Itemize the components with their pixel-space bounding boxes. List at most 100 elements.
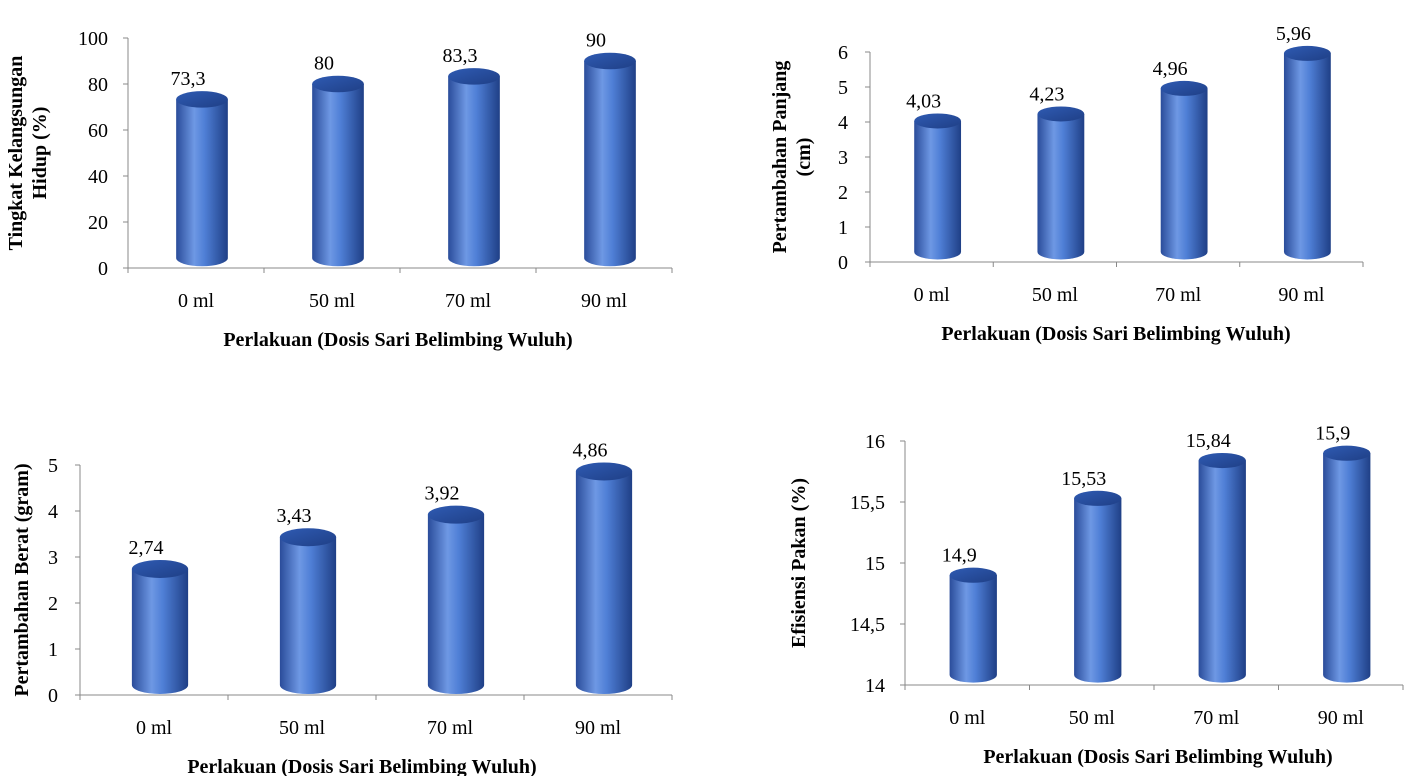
bar-body: [1037, 114, 1084, 260]
data-label: 5,96: [1276, 23, 1311, 45]
bar-body: [1074, 498, 1121, 682]
y-tick-label: 15: [865, 553, 885, 575]
bar-0-ml: [950, 568, 997, 683]
y-tick-label: 1: [48, 639, 58, 661]
x-tick-label: 90 ml: [1318, 707, 1365, 729]
bar-top: [1199, 453, 1246, 468]
data-label: 4,23: [1029, 83, 1064, 105]
x-tick-label: 70 ml: [445, 290, 492, 312]
x-tick-label: 70 ml: [1193, 707, 1240, 729]
x-tick-label: 50 ml: [1069, 707, 1116, 729]
bar-body: [584, 61, 636, 266]
y-tick-label: 0: [838, 252, 848, 274]
x-axis-title: Perlakuan (Dosis Sari Belimbing Wuluh): [983, 746, 1332, 768]
bar-0-ml: [132, 560, 188, 694]
x-tick-label: 50 ml: [1032, 284, 1079, 306]
bar-top: [950, 568, 997, 583]
y-tick-label: 14,5: [850, 614, 885, 636]
y-tick-label: 20: [88, 212, 108, 234]
bar-top: [584, 53, 636, 70]
y-tick-label: 1: [838, 217, 848, 239]
bar-top: [1074, 491, 1121, 506]
bar-90-ml: [1284, 46, 1331, 260]
y-axis-title: (cm): [793, 138, 815, 177]
x-tick-label: 0 ml: [914, 284, 951, 306]
bar-body: [448, 76, 500, 266]
y-axis-title: Hidup (%): [29, 107, 51, 200]
bar-top: [1284, 46, 1331, 61]
bar-70-ml: [428, 506, 484, 694]
y-tick-label: 4: [48, 501, 58, 523]
x-axis-title: Perlakuan (Dosis Sari Belimbing Wuluh): [223, 329, 572, 351]
bar-top: [176, 91, 228, 108]
y-tick-label: 15,5: [850, 492, 885, 514]
bar-body: [176, 99, 228, 266]
x-tick-label: 90 ml: [581, 290, 628, 312]
bar-0-ml: [914, 113, 961, 259]
x-tick-label: 0 ml: [178, 290, 215, 312]
bar-body: [1161, 88, 1208, 259]
bar-body: [280, 537, 336, 694]
data-label: 3,92: [425, 483, 460, 505]
bar-top: [132, 560, 188, 578]
data-label: 80: [314, 53, 334, 75]
bar-body: [1199, 461, 1246, 683]
y-tick-label: 100: [78, 28, 108, 50]
x-tick-label: 0 ml: [136, 717, 173, 739]
bar-0-ml: [176, 91, 228, 266]
data-label: 3,43: [277, 505, 312, 527]
data-label: 2,74: [129, 537, 164, 559]
y-axis-title: Efisiensi Pakan (%): [788, 478, 810, 648]
bar-50-ml: [312, 76, 364, 267]
bar-top: [914, 113, 961, 128]
bar-body: [914, 121, 961, 260]
y-tick-label: 3: [838, 147, 848, 169]
bar-body: [132, 569, 188, 694]
x-axis-title: Perlakuan (Dosis Sari Belimbing Wuluh): [187, 756, 536, 776]
bar-body: [576, 471, 632, 694]
y-tick-label: 0: [98, 258, 108, 280]
y-tick-label: 3: [48, 547, 58, 569]
data-label: 15,53: [1061, 468, 1106, 490]
x-tick-label: 70 ml: [1155, 284, 1202, 306]
bar-top: [1037, 106, 1084, 121]
x-axis-title: Perlakuan (Dosis Sari Belimbing Wuluh): [941, 323, 1290, 345]
data-label: 90: [586, 30, 606, 52]
bar-50-ml: [280, 528, 336, 694]
data-label: 15,84: [1186, 430, 1231, 452]
chart-length-gain: 0 1 2 3 4 5 6 0 ml 4,03 50 ml 4,23 70 ml 4,96 90 ml 5,…: [769, 23, 1363, 345]
bar-body: [1284, 53, 1331, 259]
data-label: 4,03: [906, 90, 941, 112]
bar-70-ml: [1199, 453, 1246, 683]
bar-body: [312, 84, 364, 266]
data-label: 4,86: [573, 439, 608, 461]
data-label: 83,3: [443, 45, 478, 67]
x-tick-label: 0 ml: [949, 707, 986, 729]
y-tick-label: 2: [48, 593, 58, 615]
y-tick-label: 60: [88, 120, 108, 142]
y-tick-label: 4: [838, 112, 848, 134]
x-tick-label: 70 ml: [427, 717, 474, 739]
x-tick-label: 50 ml: [279, 717, 326, 739]
y-axis-title: Tingkat Kelangsungan: [5, 56, 27, 251]
y-axis-title: Pertambahan Panjang: [769, 61, 791, 254]
y-tick-label: 16: [865, 431, 885, 453]
y-tick-label: 0: [48, 685, 58, 707]
x-tick-label: 90 ml: [1278, 284, 1325, 306]
y-tick-label: 6: [838, 42, 848, 64]
bar-90-ml: [584, 53, 636, 267]
bar-90-ml: [576, 462, 632, 694]
bar-top: [428, 506, 484, 524]
chart-survival-rate: 0 20 40 60 80 100 0 ml 73,3 50 ml 80 70 ml 83,3 90 m…: [5, 28, 672, 351]
x-tick-label: 50 ml: [309, 290, 356, 312]
bar-top: [576, 462, 632, 480]
bar-body: [950, 575, 997, 682]
bar-top: [448, 68, 500, 85]
bar-top: [1323, 446, 1370, 461]
bar-body: [428, 515, 484, 694]
data-label: 4,96: [1153, 58, 1188, 80]
y-tick-label: 80: [88, 74, 108, 96]
data-label: 15,9: [1315, 423, 1350, 445]
